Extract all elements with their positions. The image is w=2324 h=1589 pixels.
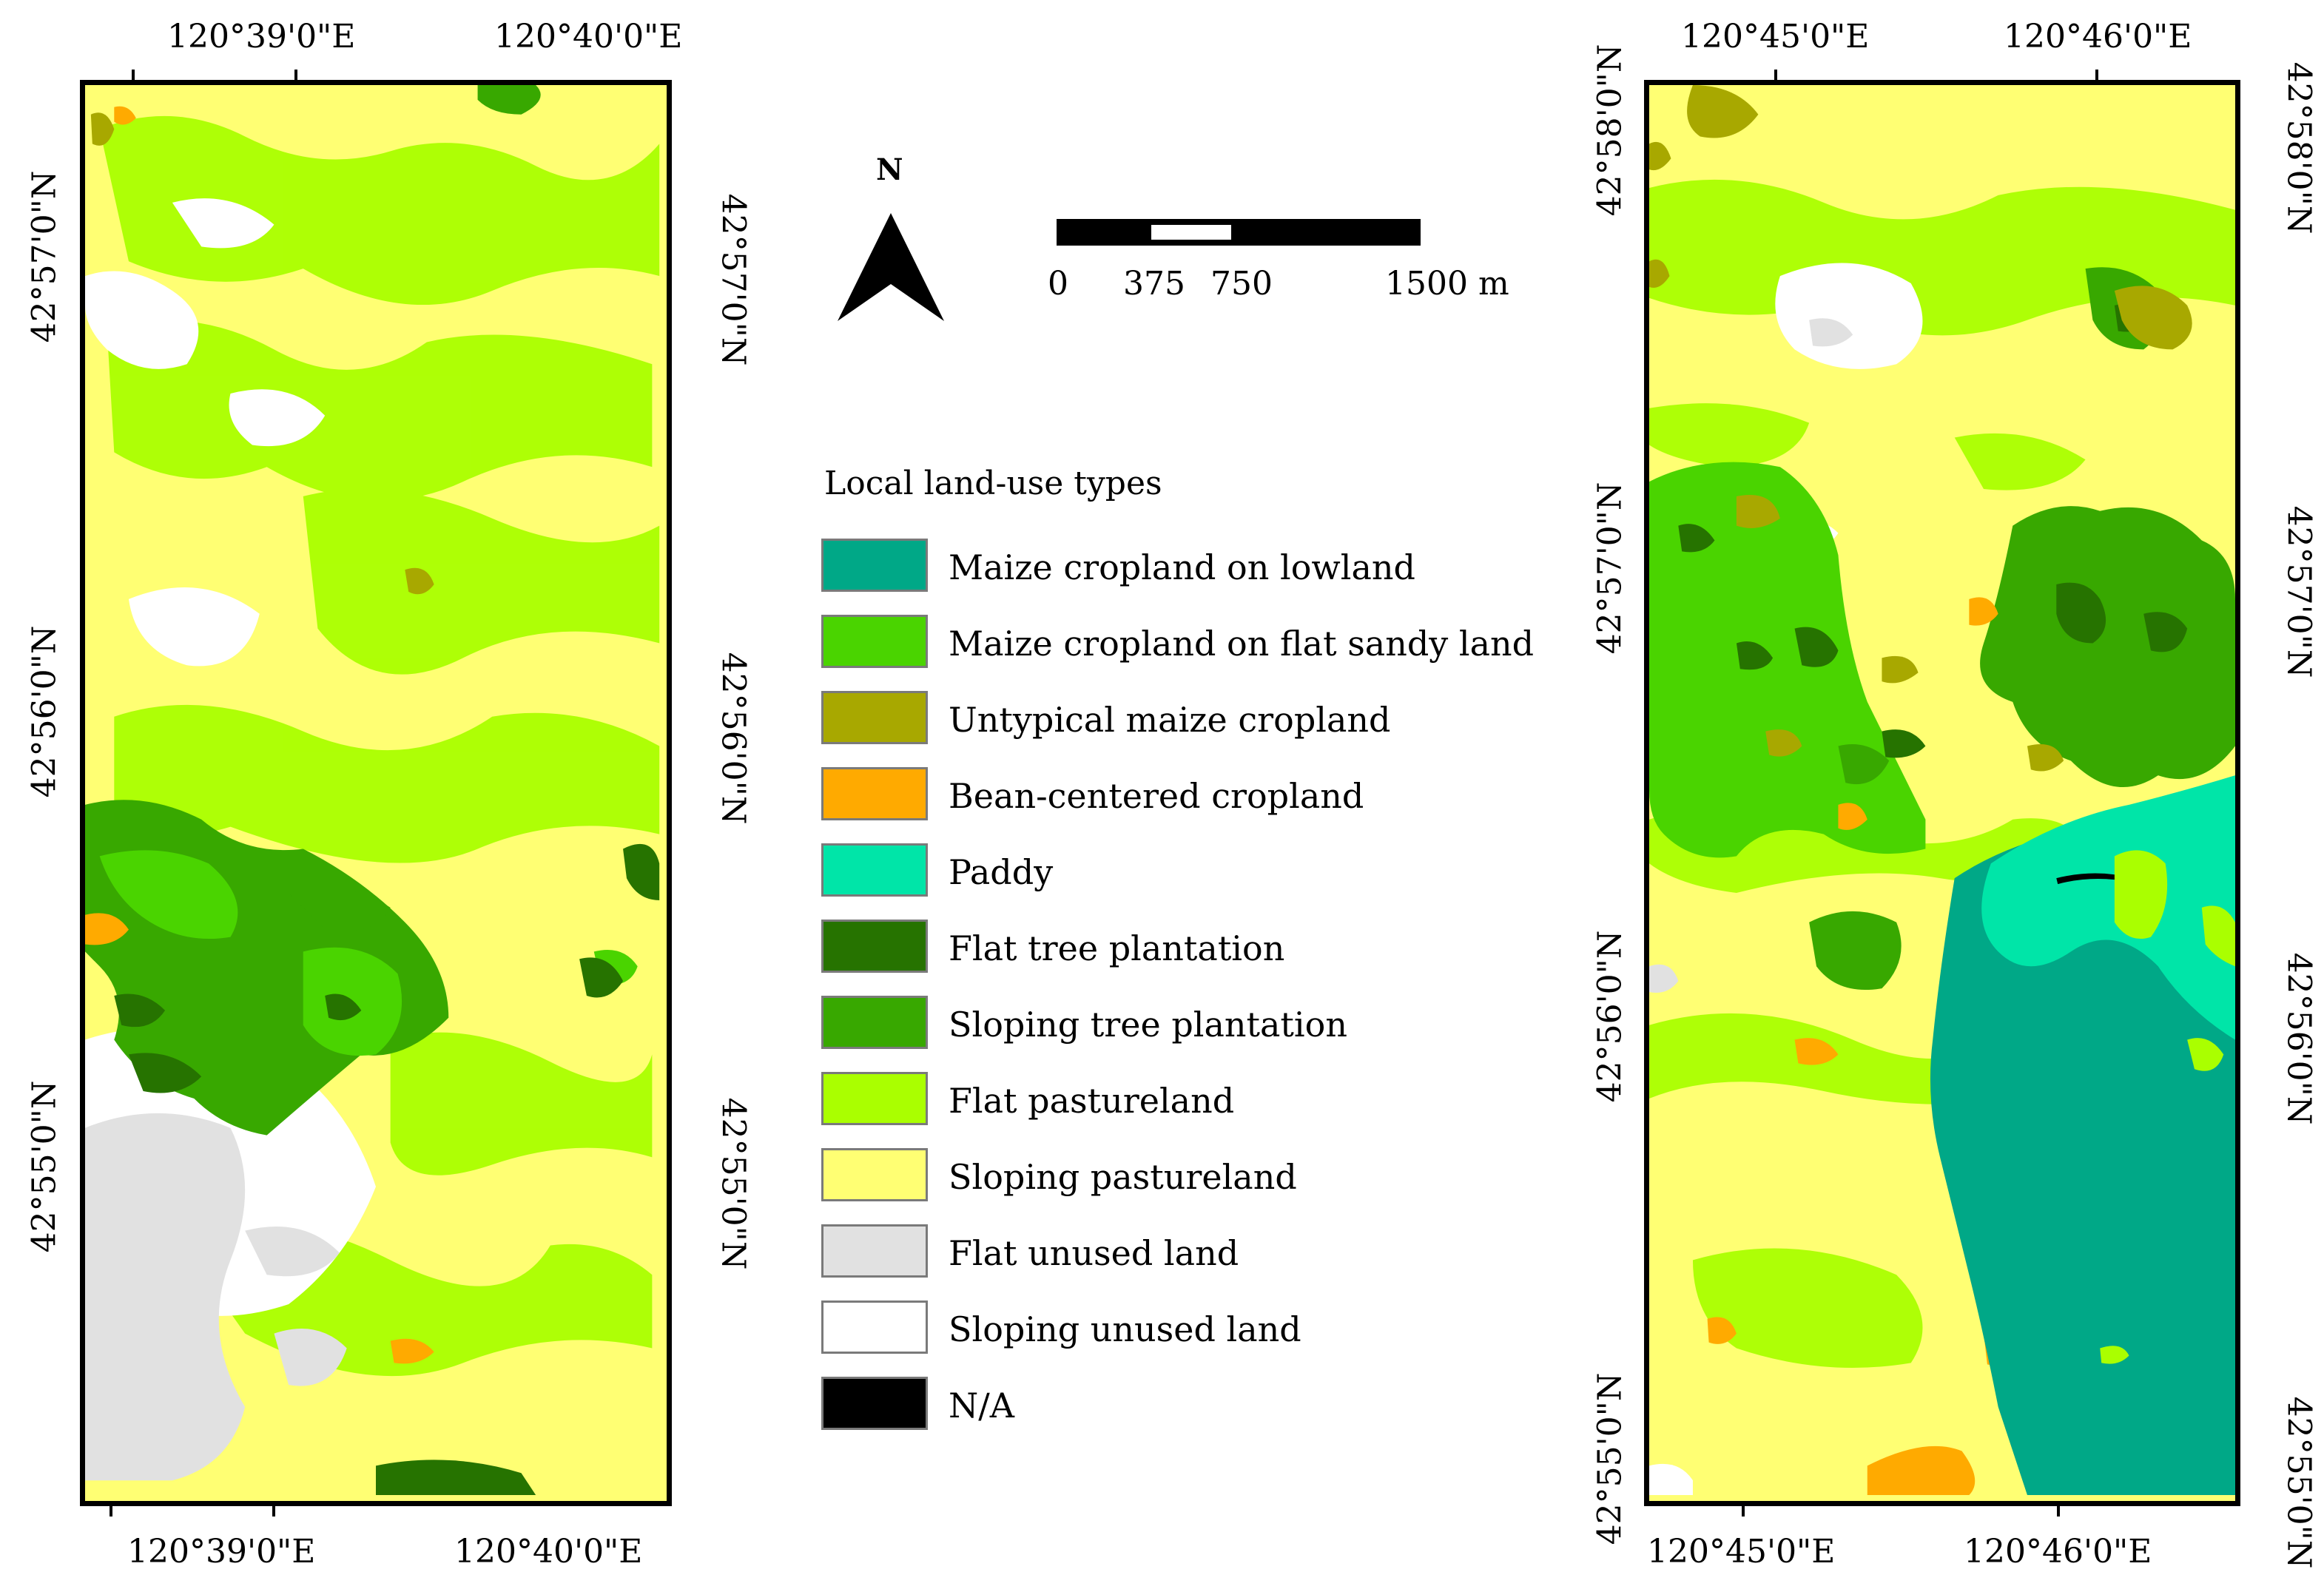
legend-label: Sloping tree plantation bbox=[949, 1005, 1347, 1045]
right-map-landuse bbox=[1649, 85, 2235, 1501]
left-map[interactable] bbox=[80, 80, 672, 1506]
left-east-lat-label-2: 42°56'0"N bbox=[714, 652, 752, 825]
legend-title: Local land-use types bbox=[824, 465, 1162, 502]
legend-swatch bbox=[821, 539, 928, 592]
right-east-lat-label-3: 42°56'0"N bbox=[2280, 952, 2318, 1125]
legend-item-sloping-unused: Sloping unused land bbox=[821, 1300, 1532, 1355]
right-east-lat-label-2: 42°57'0"N bbox=[2280, 505, 2318, 678]
right-west-lat-label-2: 42°57'0"N bbox=[1591, 482, 1629, 655]
legend-swatch bbox=[821, 920, 928, 973]
scale-tick-750: 750 bbox=[1210, 265, 1273, 303]
right-west-lat-label-4: 42°55'0"N bbox=[1591, 1372, 1629, 1545]
legend-label: Flat pastureland bbox=[949, 1081, 1235, 1121]
legend-label: Maize cropland on flat sandy land bbox=[949, 624, 1535, 664]
left-east-lat-label-1: 42°57'0"N bbox=[714, 193, 752, 366]
legend-swatch bbox=[821, 996, 928, 1049]
legend-item-flat-pasture: Flat pastureland bbox=[821, 1072, 1532, 1127]
legend-label: Bean-centered cropland bbox=[949, 776, 1364, 816]
legend-label: Flat tree plantation bbox=[949, 928, 1285, 968]
left-top-lon-label-2: 120°40'0"E bbox=[494, 18, 683, 55]
scale-tick-1500: 1500 m bbox=[1385, 265, 1509, 303]
left-west-lat-label-2: 42°56'0"N bbox=[25, 625, 64, 798]
legend-label: Flat unused land bbox=[949, 1233, 1239, 1273]
legend-swatch bbox=[821, 1148, 928, 1201]
legend-label: Paddy bbox=[949, 852, 1054, 892]
legend-label: Sloping unused land bbox=[949, 1309, 1301, 1349]
legend-swatch bbox=[821, 691, 928, 744]
legend-swatch bbox=[821, 1300, 928, 1354]
left-west-lat-label-3: 42°55'0"N bbox=[25, 1080, 64, 1253]
legend-item-bean-centered: Bean-centered cropland bbox=[821, 767, 1532, 822]
legend-item-flat-unused: Flat unused land bbox=[821, 1224, 1532, 1279]
legend-item-maize-flat-sandy: Maize cropland on flat sandy land bbox=[821, 615, 1535, 669]
legend-swatch bbox=[821, 1072, 928, 1125]
right-west-lat-label-3: 42°56'0"N bbox=[1591, 930, 1629, 1103]
legend-swatch bbox=[821, 767, 928, 820]
legend-item-sloping-pasture: Sloping pastureland bbox=[821, 1148, 1532, 1203]
left-top-lon-label-1: 120°39'0"E bbox=[167, 18, 356, 55]
legend-swatch bbox=[821, 1377, 928, 1430]
legend-item-flat-tree: Flat tree plantation bbox=[821, 920, 1532, 974]
scale-tick-375: 375 bbox=[1123, 265, 1185, 303]
scale-tick-0: 0 bbox=[1048, 265, 1068, 303]
legend-swatch bbox=[821, 843, 928, 897]
scale-bar bbox=[1057, 219, 1421, 246]
right-top-lon-label-2: 120°46'0"E bbox=[2004, 18, 2192, 55]
left-bottom-lon-label-1: 120°39'0"E bbox=[127, 1533, 316, 1571]
right-east-lat-label-1: 42°58'0"N bbox=[2280, 61, 2318, 235]
legend-item-paddy: Paddy bbox=[821, 843, 1532, 898]
right-bottom-lon-label-1: 120°45'0"E bbox=[1647, 1533, 1836, 1571]
legend-swatch bbox=[821, 1224, 928, 1278]
north-arrow-label: N bbox=[876, 152, 903, 187]
legend-item-na: N/A bbox=[821, 1377, 1532, 1431]
left-bottom-lon-label-2: 120°40'0"E bbox=[454, 1533, 643, 1571]
right-top-lon-label-1: 120°45'0"E bbox=[1681, 18, 1870, 55]
legend-label: Maize cropland on lowland bbox=[949, 547, 1415, 587]
right-bottom-lon-label-2: 120°46'0"E bbox=[1964, 1533, 2152, 1571]
legend-item-untypical-maize: Untypical maize cropland bbox=[821, 691, 1532, 746]
left-west-lat-label-1: 42°57'0"N bbox=[25, 170, 64, 343]
legend-label: N/A bbox=[949, 1386, 1014, 1426]
north-arrow-icon bbox=[838, 213, 944, 321]
legend-swatch bbox=[821, 615, 928, 668]
left-map-landuse bbox=[85, 85, 667, 1501]
legend-label: Sloping pastureland bbox=[949, 1157, 1297, 1197]
left-east-lat-label-3: 42°55'0"N bbox=[714, 1097, 752, 1270]
right-east-lat-label-4: 42°55'0"N bbox=[2280, 1396, 2318, 1569]
right-map[interactable] bbox=[1644, 80, 2240, 1506]
legend-item-sloping-tree: Sloping tree plantation bbox=[821, 996, 1532, 1050]
right-west-lat-label-1: 42°58'0"N bbox=[1591, 44, 1629, 217]
legend-label: Untypical maize cropland bbox=[949, 700, 1391, 740]
legend-item-maize-lowland: Maize cropland on lowland bbox=[821, 539, 1532, 593]
